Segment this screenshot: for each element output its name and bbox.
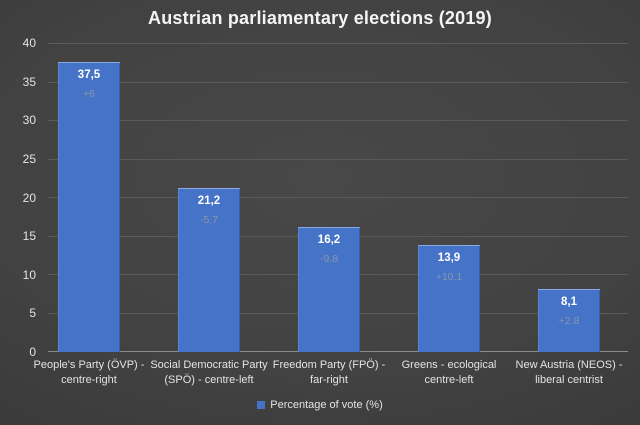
y-tick-label: 10 (22, 267, 36, 282)
bar-change-label: +6 (83, 88, 95, 101)
bar-series: 37,5 +6 21,2 -5.7 16,2 -9.8 13,9 +10.1 8… (48, 43, 628, 352)
x-category-label-greens: Greens - ecological centre-left (401, 359, 497, 386)
gridline-40 (48, 43, 628, 44)
x-category-label-neos: New Austria (NEOS) - liberal centrist (515, 359, 623, 386)
plot-area: 37,5 +6 21,2 -5.7 16,2 -9.8 13,9 +10.1 8… (48, 43, 628, 352)
gridline-20 (48, 197, 628, 198)
bar-fpo: 16,2 -9.8 (298, 226, 360, 352)
gridline-35 (48, 81, 628, 83)
bar-neos: 8,1 +2.8 (538, 289, 600, 352)
bar-change-label: +10.1 (435, 270, 463, 283)
y-tick-label: 40 (22, 36, 36, 50)
y-tick-label: 0 (29, 345, 36, 359)
bar-ovp: 37,5 +6 (58, 62, 120, 352)
bar-value-label: 37,5 (77, 69, 101, 82)
bar-value-label: 8,1 (561, 296, 577, 309)
x-axis-category-labels: People's Party (ÖVP) - centre-right Soci… (29, 358, 629, 388)
gridline-30 (48, 120, 628, 121)
y-tick-label: 15 (22, 229, 36, 244)
legend-label: Percentage of vote (%) (270, 399, 383, 411)
y-tick-label: 5 (29, 306, 36, 321)
y-axis-tick-labels: 40 35 30 25 20 15 10 5 0 (0, 36, 36, 359)
y-tick-label: 20 (22, 190, 36, 205)
bar-value-label: 16,2 (317, 233, 341, 246)
bar-change-label: -9.8 (319, 252, 339, 265)
y-tick-label: 25 (22, 151, 36, 166)
y-tick-label: 35 (22, 74, 36, 89)
gridline-25 (48, 158, 628, 160)
bar-greens: 13,9 +10.1 (418, 244, 480, 352)
bar-value-label: 21,2 (197, 195, 221, 208)
legend-series-marker-icon (257, 401, 266, 409)
bar-change-label: +2.8 (558, 315, 580, 328)
bar-change-label: -5.7 (199, 214, 219, 227)
x-category-label-ovp: People's Party (ÖVP) - centre-right (33, 359, 145, 386)
bar-spo: 21,2 -5.7 (178, 188, 240, 352)
x-category-label-spo: Social Democratic Party (SPÖ) - centre-l… (150, 359, 268, 386)
chart-title: Austrian parliamentary elections (2019) (148, 8, 492, 28)
y-tick-label: 30 (22, 113, 36, 128)
legend: Percentage of vote (%) (0, 399, 640, 411)
bar-value-label: 13,9 (437, 251, 461, 264)
x-category-label-fpo: Freedom Party (FPÖ) - far-right (272, 359, 386, 386)
